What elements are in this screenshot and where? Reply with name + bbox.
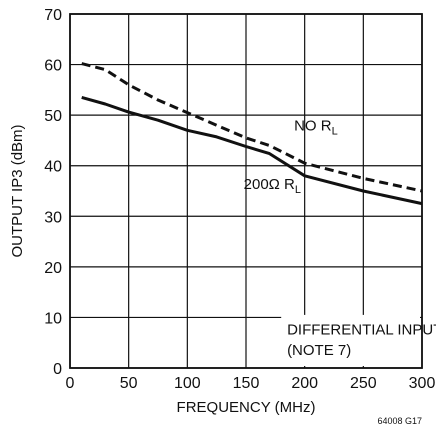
x-tick-label: 300 xyxy=(409,375,436,392)
annotation-box xyxy=(281,314,420,366)
y-tick-label: 50 xyxy=(44,108,62,125)
y-axis-label: OUTPUT IP3 (dBm) xyxy=(9,124,26,257)
y-tick-label: 0 xyxy=(53,361,62,378)
y-tick-label: 60 xyxy=(44,58,62,75)
y-tick-label: 20 xyxy=(44,260,62,277)
x-tick-label: 100 xyxy=(174,375,201,392)
y-tick-label: 30 xyxy=(44,209,62,226)
figure-id: 64008 G17 xyxy=(377,416,422,426)
x-axis-label: FREQUENCY (MHz) xyxy=(177,399,316,416)
x-tick-label: 150 xyxy=(233,375,260,392)
series-label-no-rl: NO RL xyxy=(294,117,338,137)
x-tick-label: 0 xyxy=(66,375,75,392)
series-line-no-rl xyxy=(81,62,423,193)
annotation-line-2: (NOTE 7) xyxy=(287,342,351,359)
x-tick-label: 250 xyxy=(350,375,377,392)
series-line-200-rl xyxy=(81,95,423,206)
x-tick-label: 200 xyxy=(291,375,318,392)
y-tick-label: 10 xyxy=(44,310,62,327)
series-label-200-rl: 200Ω RL xyxy=(244,176,301,196)
y-tick-label: 40 xyxy=(44,159,62,176)
y-tick-label: 70 xyxy=(44,7,62,24)
x-tick-label: 50 xyxy=(120,375,138,392)
annotation-line-1: DIFFERENTIAL INPUT xyxy=(287,322,436,339)
series-lines xyxy=(81,62,423,206)
